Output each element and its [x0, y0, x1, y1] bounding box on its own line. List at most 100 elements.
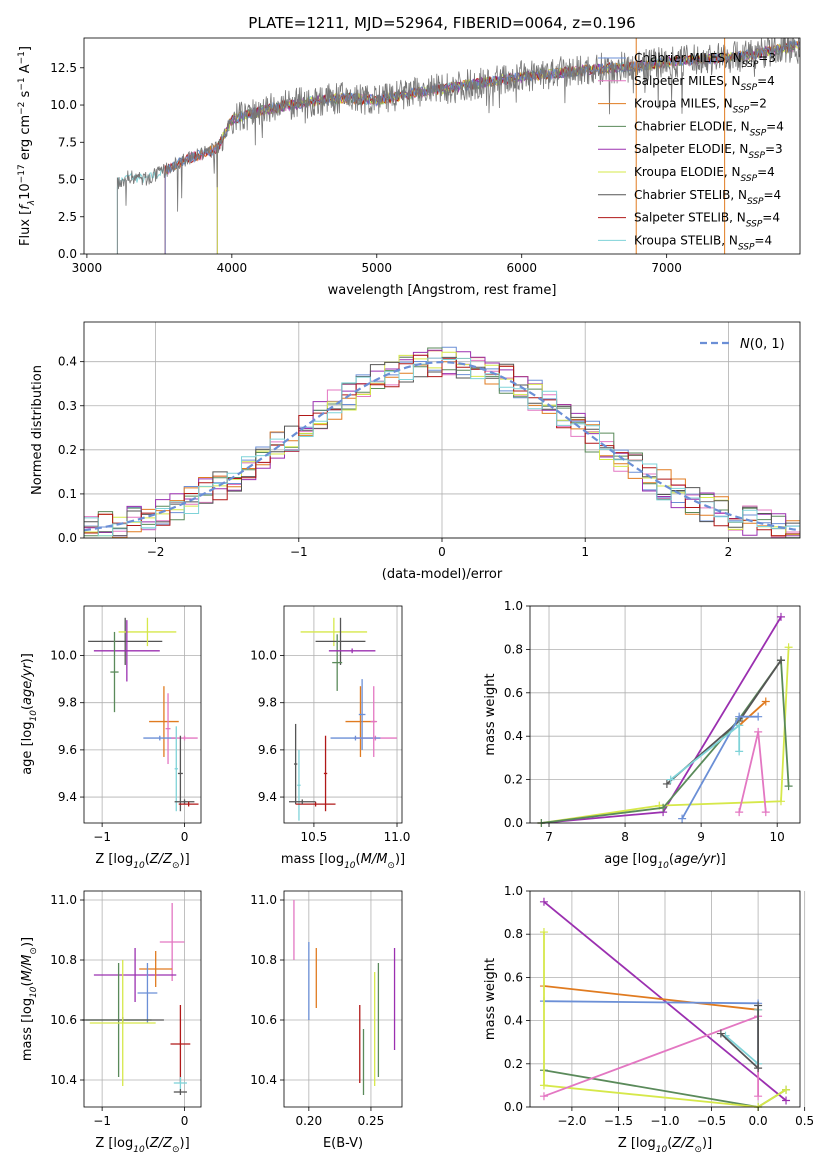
x-tick-label: −0.5 — [697, 1114, 726, 1128]
weight-marker — [678, 814, 687, 823]
legend-label: Kroupa STELIB, NSSP=4 — [634, 233, 772, 252]
weight-vs-z-plot: −2.0 −1.5 −1.0 −0.5 0.0 0.5 0.0 0.2 0.4 0.6 0.8 1.0… — [483, 884, 814, 1128]
y-axis-label: mass weight — [483, 958, 498, 1040]
weight-marker — [735, 808, 744, 817]
label-part: Chabrier STELIB, N — [634, 188, 747, 202]
x-tick-label: 0.0 — [749, 1114, 768, 1128]
label-part: 10 — [29, 710, 39, 722]
mass-vs-ebv-plot: 0.20 0.25 10.4 10.6 10.8 11.0 — [250, 890, 403, 1128]
weight-line — [541, 657, 790, 824]
label-part: =4 — [757, 74, 775, 88]
x-tick-label: −1.0 — [650, 1114, 679, 1128]
label-part: Z/Z — [149, 1136, 173, 1151]
y-tick-label: 7.5 — [58, 135, 77, 149]
label-part: Kroupa ELODIE, N — [634, 165, 741, 179]
x-axis-label: Z [log10(Z/Z⊙)] — [95, 1136, 189, 1155]
x-tick-label: 0 — [438, 545, 446, 559]
x-tick-label: 9 — [697, 830, 705, 844]
y-tick-label: 10.4 — [50, 1073, 77, 1087]
spectrum-lines — [116, 38, 800, 254]
label-part: Flux [ — [18, 210, 33, 246]
weight-marker — [784, 643, 793, 652]
label-part: Chabrier ELODIE, N — [634, 119, 750, 133]
y-tick-label: 10.8 — [50, 953, 77, 967]
y-tick-label: 10.4 — [250, 1073, 277, 1087]
mass-vs-z-plot: −1 0 10.4 10.6 10.8 11.0 — [50, 890, 202, 1128]
weight-line — [666, 659, 782, 785]
y-tick-label: 9.6 — [58, 743, 77, 757]
x-tick-label: 0.5 — [795, 1114, 814, 1128]
y-tick-label: 0.6 — [504, 686, 523, 700]
label-part: =3 — [758, 51, 776, 65]
x-tick-label: 10 — [770, 830, 785, 844]
y-tick-label: 9.6 — [258, 743, 277, 757]
y-tick-label: 0.0 — [504, 1100, 523, 1114]
y-tick-label: 10.8 — [250, 953, 277, 967]
legend-label: Chabrier STELIB, NSSP=4 — [634, 188, 781, 207]
x-tick-label: −1 — [93, 1114, 111, 1128]
label-part: A — [18, 64, 33, 77]
axes-frame — [83, 890, 202, 1108]
x-tick-label: −1 — [290, 545, 308, 559]
label-part: )] — [20, 653, 35, 663]
label-part: M/M — [20, 955, 35, 982]
x-tick-label: 0 — [181, 830, 189, 844]
x-tick-label: 11.0 — [384, 830, 411, 844]
y-tick-label: 0.2 — [58, 443, 77, 457]
label-part: f — [18, 203, 33, 210]
legend-label: Salpeter MILES, NSSP=4 — [634, 74, 775, 93]
label-part: 10 — [18, 183, 33, 200]
weight-marker — [776, 612, 785, 621]
label-part: ( — [667, 1136, 672, 1151]
label-part: SSP — [750, 128, 767, 138]
normal-curve — [84, 360, 800, 532]
weight-marker — [735, 712, 744, 721]
x-axis-label: age [log10(age/yr)] — [604, 852, 726, 871]
legend-label: Kroupa MILES, NSSP=2 — [634, 97, 767, 116]
label-part: ⊙ — [387, 861, 395, 871]
weight-marker — [784, 782, 793, 791]
y-tick-label: 12.5 — [50, 61, 77, 75]
y-tick-label: 10.0 — [50, 649, 77, 663]
label-part: SSP — [747, 197, 764, 207]
label-part: N — [740, 337, 750, 352]
x-axis-label: mass [log10(M/M⊙)] — [281, 852, 405, 871]
axes-frame — [83, 37, 801, 255]
x-tick-label: 10.5 — [301, 830, 328, 844]
label-part: Salpeter STELIB, N — [634, 211, 746, 225]
legend-label: Salpeter STELIB, NSSP=4 — [634, 211, 780, 230]
weight-marker — [776, 797, 785, 806]
label-part: 10 — [657, 861, 669, 871]
weight-marker — [539, 897, 548, 906]
label-part: SSP — [741, 174, 758, 184]
legend-label: Salpeter ELODIE, NSSP=3 — [634, 142, 783, 161]
label-part: ( — [20, 705, 35, 710]
residuals-plot: −2 −1 0 1 2 0.0 0.1 0.2 0.3 0.4 N(0, 1) (data-model… — [30, 321, 801, 582]
label-part: )] — [395, 852, 405, 867]
age-vs-z-plot: −1 0 9.4 9.6 9.8 10.0 — [50, 605, 202, 844]
label-part: )] — [702, 1136, 712, 1151]
weight-marker — [782, 1085, 791, 1094]
label-part: ( — [669, 852, 674, 867]
label-part: Z [log — [95, 852, 133, 867]
weight-marker — [735, 721, 744, 730]
label-part: =4 — [766, 119, 784, 133]
x-tick-label: 0.20 — [295, 1114, 322, 1128]
label-part: −1 — [17, 77, 27, 90]
residual-histogram — [84, 349, 800, 537]
x-axis-label: Z [log10(Z/Z⊙)] — [95, 852, 189, 871]
weight-line — [541, 647, 790, 824]
label-part: )] — [20, 937, 35, 947]
residual-histogram — [84, 354, 800, 537]
x-tick-label: 1 — [581, 545, 589, 559]
label-part: −1 — [17, 51, 27, 64]
weight-vs-age-plot: 7 8 9 10 0.0 0.2 0.4 0.6 0.8 1.0 mass weight — [483, 599, 801, 844]
y-tick-label: 0.0 — [504, 816, 523, 830]
weight-marker — [666, 775, 675, 784]
weight-marker — [754, 1064, 763, 1073]
label-part: s — [18, 90, 33, 101]
axes-frame — [283, 890, 403, 1108]
y-tick-label: 10.6 — [50, 1013, 77, 1027]
y-axis-label: mass weight — [483, 673, 498, 755]
x-axis-label: Z [log10(Z/Z⊙)] — [618, 1136, 712, 1155]
